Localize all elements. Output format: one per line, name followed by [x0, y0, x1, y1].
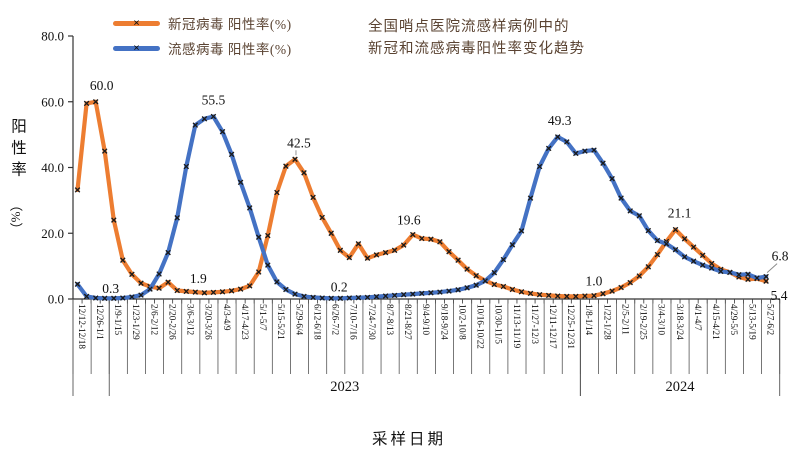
flu-line-swatch: ×	[113, 40, 160, 55]
x-tick-label: 10/16-10/22	[476, 304, 486, 349]
flu-annotation-0.3: 0.3	[102, 281, 119, 296]
y-axis-title: 阳性率 （%）	[6, 118, 28, 235]
x-tick-label: 1/22-1/28	[602, 304, 612, 340]
x-minor-ticks	[72, 299, 781, 304]
flu-swatch-line	[113, 46, 160, 51]
y-tick-60.0: 60.0	[41, 94, 64, 109]
chart-title-line1: 全国哨点医院流感样病例中的	[368, 19, 570, 35]
legend: × 新冠病毒 阳性率(%) × 流感病毒 阳性率(%)	[113, 13, 292, 58]
x-tick-label: 3/18-3/24	[675, 304, 685, 340]
x-tick-label: 5/1-5/7	[258, 304, 268, 331]
x-axis-title: 采样日期	[372, 431, 447, 448]
covid-swatch-line	[113, 21, 160, 26]
series-covid	[74, 99, 769, 300]
covid-annotation-1.9: 1.9	[190, 271, 207, 286]
flu-line	[75, 114, 769, 301]
x-tick-label: 12/26-1/1	[95, 304, 105, 340]
x-tick-label: 5/13-5/19	[747, 304, 757, 340]
x-tick-label: 12/11-12/17	[548, 304, 558, 349]
x-tick-label: 1/23-1/29	[131, 304, 141, 340]
x-tick-label: 7/10-7/16	[349, 304, 359, 340]
covid-annotation-21.1: 21.1	[668, 206, 692, 221]
x-tick-label: 3/4-3/10	[657, 304, 667, 336]
x-tick-label: 1/8-1/14	[584, 304, 594, 336]
covid-annotation-5.4: 5.4	[771, 288, 788, 303]
covid-annotation-1.0: 1.0	[586, 274, 603, 289]
x-tick-label: 2/5-2/11	[620, 304, 630, 335]
x-tick-label: 8/21-8/27	[403, 304, 413, 340]
series-flu	[74, 113, 769, 302]
chart-title: 全国哨点医院流感样病例中的 新冠和流感病毒阳性率变化趋势	[368, 16, 585, 60]
x-marker-icon: ×	[133, 15, 140, 30]
x-tick-label: 4/17-4/23	[240, 304, 250, 340]
year-labels: 2023 2024	[108, 299, 781, 396]
x-tick-label: 10/2-10/8	[457, 304, 467, 340]
x-tick-label: 5/15-5/21	[276, 304, 286, 340]
covid-line-swatch: ×	[113, 15, 160, 30]
x-tick-label: 12/12-12/18	[77, 304, 87, 349]
x-tick-label: 4/3-4/9	[222, 304, 232, 331]
year-label-2023: 2023	[330, 379, 359, 395]
y-axis-title-unit: （%）	[8, 198, 24, 235]
x-tick-label: 9/18-9/24	[439, 304, 449, 340]
x-tick-label: 6/26-7/2	[331, 304, 341, 336]
x-tick-label: 7/24-7/30	[367, 304, 377, 340]
x-tick-label: 3/20-3/26	[204, 304, 214, 340]
covid-markers	[74, 99, 769, 300]
x-tick-label: 2/6-2/12	[149, 304, 159, 336]
flu-annotations: 0.3 55.5 0.2 49.3 6.8	[102, 93, 789, 296]
x-tick-label: 10/30-11/5	[494, 304, 504, 344]
y-axis-title-text: 阳性率	[9, 118, 26, 183]
flu-annotation-0.2: 0.2	[331, 279, 348, 294]
x-tick-label: 1/9-1/15	[113, 304, 123, 336]
covid-annotation-42.5: 42.5	[287, 135, 311, 150]
y-tick-0.0: 0.0	[48, 292, 64, 307]
x-tick-label: 8/7-8/13	[385, 304, 395, 336]
x-tick-label: 4/1-4/7	[693, 304, 703, 331]
x-tick-label: 4/15-4/21	[711, 304, 721, 340]
y-tick-40.0: 40.0	[41, 160, 64, 175]
x-tick-label: 11/27-12/3	[530, 304, 540, 344]
y-tick-labels: 0.0 20.0 40.0 60.0 80.0	[41, 29, 73, 307]
x-tick-label: 3/6-3/12	[186, 304, 196, 336]
x-tick-labels: 12/12-12/18 12/26-1/1 1/9-1/15 1/23-1/29 2/6…	[77, 304, 776, 349]
x-tick-label: 12/25-12/31	[566, 304, 576, 349]
x-tick-label: 2/19-2/25	[639, 304, 649, 340]
flu-annotation-6.8: 6.8	[772, 249, 789, 264]
x-marker-icon: ×	[133, 40, 140, 55]
legend-item-flu: × 流感病毒 阳性率(%)	[113, 38, 292, 58]
y-tick-80.0: 80.0	[41, 29, 64, 44]
legend-label-flu: 流感病毒 阳性率(%)	[168, 42, 292, 57]
y-tick-20.0: 20.0	[41, 226, 64, 241]
x-tick-label: 4/29-5/5	[729, 304, 739, 336]
year-label-2024: 2024	[666, 379, 696, 395]
chart-title-line2: 新冠和流感病毒阳性率变化趋势	[368, 41, 585, 57]
flu-markers	[74, 113, 769, 302]
x-tick-label: 6/12-6/18	[312, 304, 322, 340]
x-label-gridlines	[72, 299, 781, 374]
flu-annotation-55.5: 55.5	[202, 93, 226, 108]
covid-annotation-19.6: 19.6	[397, 213, 421, 228]
flu-annotation-49.3: 49.3	[548, 113, 572, 128]
legend-label-covid: 新冠病毒 阳性率(%)	[168, 17, 292, 32]
x-tick-label: 11/13-11/19	[512, 304, 522, 349]
axes	[72, 36, 780, 300]
covid-annotations: 60.0 1.9 42.5 19.6 1.0 21.1 5.4	[90, 78, 788, 303]
x-tick-label: 2/20-2/26	[167, 304, 177, 340]
x-tick-label: 5/29-6/4	[294, 304, 304, 336]
x-tick-label: 5/27-6/2	[765, 304, 775, 336]
covid-annotation-60.0: 60.0	[90, 78, 114, 93]
legend-item-covid: × 新冠病毒 阳性率(%)	[113, 13, 292, 33]
x-tick-label: 9/4-9/10	[421, 304, 431, 336]
